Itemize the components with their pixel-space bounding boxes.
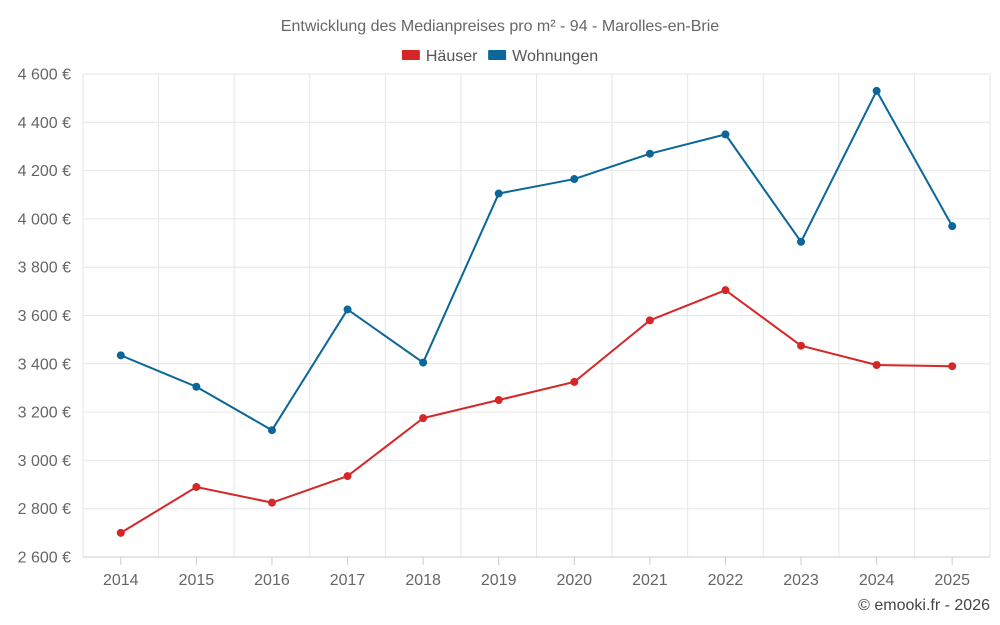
y-tick-label: 3 800 €	[18, 260, 71, 277]
data-point	[494, 189, 503, 198]
data-point	[721, 130, 730, 139]
data-point	[116, 528, 125, 537]
x-tick-label: 2025	[934, 572, 970, 589]
legend-swatch	[401, 50, 420, 60]
x-tick-label: 2022	[708, 572, 744, 589]
legend-label: Wohnungen	[512, 48, 598, 65]
data-point	[948, 222, 957, 231]
y-tick-label: 3 600 €	[18, 308, 71, 325]
data-point	[872, 361, 881, 370]
y-tick-label: 4 200 €	[18, 163, 71, 180]
legend-swatch	[488, 50, 507, 60]
legend: Häuser Wohnungen	[401, 48, 598, 65]
data-point	[570, 175, 579, 184]
series-group	[116, 86, 957, 537]
x-tick-label: 2024	[859, 572, 895, 589]
y-tick-label: 4 400 €	[18, 115, 71, 132]
x-tick-label: 2020	[556, 572, 592, 589]
x-tick-label: 2014	[103, 572, 139, 589]
grid	[82, 73, 991, 558]
x-tick-label: 2015	[179, 572, 215, 589]
y-tick-label: 4 600 €	[18, 67, 71, 84]
series-line	[120, 89, 954, 432]
data-point	[797, 237, 806, 246]
data-point	[570, 377, 579, 386]
y-tick-label: 2 800 €	[18, 501, 71, 518]
y-tick-label: 4 000 €	[18, 211, 71, 228]
x-axis: 2014 2015 2016 2017 2018 2019 2020 2021 2022 2023…	[83, 556, 990, 589]
y-tick-label: 3 200 €	[18, 405, 71, 422]
x-tick-label: 2023	[783, 572, 819, 589]
data-point	[116, 351, 125, 360]
y-tick-label: 2 600 €	[18, 550, 71, 567]
x-tick-label: 2018	[405, 572, 441, 589]
legend-label: Häuser	[426, 48, 478, 65]
data-point	[343, 472, 352, 481]
data-point	[192, 382, 201, 391]
data-point	[645, 149, 654, 158]
y-tick-label: 3 400 €	[18, 356, 71, 373]
legend-item: Wohnungen	[488, 48, 598, 65]
legend-item: Häuser	[401, 48, 478, 65]
y-axis: 2 600 € 2 800 € 3 000 € 3 200 € 3 400 € 3 600…	[18, 67, 71, 567]
data-point	[419, 358, 428, 367]
data-point	[267, 426, 276, 435]
data-point	[948, 362, 957, 371]
x-tick-label: 2019	[481, 572, 517, 589]
data-point	[797, 341, 806, 350]
series-line	[120, 289, 953, 534]
data-point	[645, 316, 654, 325]
credit-text: © emooki.fr - 2026	[858, 597, 990, 614]
data-point	[343, 305, 352, 314]
data-point	[419, 414, 428, 423]
data-point	[267, 498, 276, 507]
data-point	[192, 482, 201, 491]
data-point	[494, 396, 503, 405]
y-tick-label: 3 000 €	[18, 453, 71, 470]
x-tick-label: 2016	[254, 572, 290, 589]
x-tick-label: 2021	[632, 572, 668, 589]
series-2	[116, 86, 957, 435]
data-point	[721, 286, 730, 295]
data-point	[872, 86, 881, 95]
series-1	[116, 286, 957, 537]
chart-title: Entwicklung des Medianpreises pro m² - 9…	[281, 18, 719, 35]
x-tick-label: 2017	[330, 572, 366, 589]
